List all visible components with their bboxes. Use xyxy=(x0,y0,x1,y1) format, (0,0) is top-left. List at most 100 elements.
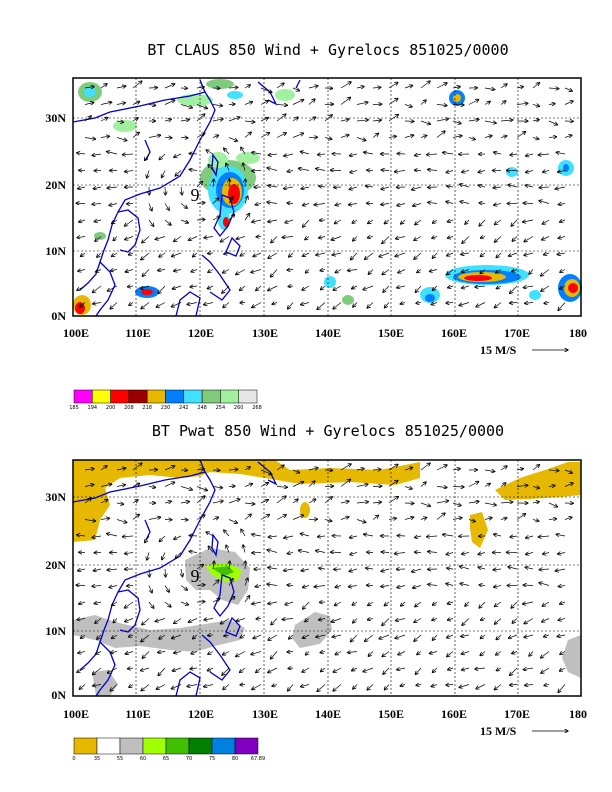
wind-arrow xyxy=(544,303,550,304)
wind-arrow xyxy=(79,220,86,222)
wind-arrow xyxy=(479,585,486,586)
wind-arrow xyxy=(158,270,166,271)
wind-arrow xyxy=(340,97,351,105)
wind-arrow xyxy=(367,684,374,691)
wind-arrow xyxy=(384,219,390,224)
wind-arrow xyxy=(204,237,214,238)
wind-arrow xyxy=(340,82,351,89)
wind-arrow xyxy=(132,118,138,121)
wind-arrow xyxy=(388,98,398,105)
wind-arrow xyxy=(142,236,150,243)
wind-arrow xyxy=(292,100,304,105)
wind-arrow xyxy=(349,536,358,538)
wind-arrow xyxy=(511,219,518,226)
wind-arrow xyxy=(367,302,374,309)
wind-arrow xyxy=(107,187,118,188)
wind-arrow xyxy=(412,568,422,572)
wind-arrow xyxy=(174,618,182,624)
wind-arrow xyxy=(494,618,502,625)
wind-arrow xyxy=(288,286,294,287)
wind-arrow xyxy=(100,484,112,487)
wind-arrow xyxy=(193,252,198,257)
wind-arrow xyxy=(428,202,438,203)
wind-arrow xyxy=(132,500,138,503)
wind-arrow xyxy=(127,204,134,205)
wind-arrow xyxy=(523,286,534,288)
wind-arrow xyxy=(462,553,470,555)
wind-arrow xyxy=(401,601,406,606)
wind-arrow xyxy=(539,583,550,586)
wind-arrow xyxy=(460,201,470,203)
wind-arrow xyxy=(253,252,262,257)
wind-arrow xyxy=(212,105,223,106)
wind-arrow xyxy=(292,88,300,91)
wind-arrow xyxy=(109,204,118,206)
map-claus: BT CLAUS 850 Wind + Gyrelocs 851025/0000 xyxy=(45,41,587,411)
wind-arrow xyxy=(524,635,534,637)
wind-arrow xyxy=(110,270,118,271)
wind-arrow xyxy=(462,618,470,626)
wind-arrow xyxy=(388,497,398,504)
wind-arrow xyxy=(236,651,246,657)
wind-arrow xyxy=(493,569,502,570)
wind-arrow xyxy=(319,186,326,187)
wind-arrow xyxy=(260,133,270,138)
wind-arrow xyxy=(416,685,422,686)
wind-arrow xyxy=(443,534,454,536)
wind-arrow xyxy=(524,618,534,624)
wind-arrow xyxy=(366,568,374,569)
wind-arrow xyxy=(452,121,461,124)
wind-arrow xyxy=(431,685,438,687)
wind-arrow xyxy=(84,485,94,487)
colorbar-label: 80 xyxy=(232,756,238,762)
wind-arrow xyxy=(193,634,198,639)
wind-arrow xyxy=(420,120,431,124)
wind-arrow xyxy=(548,104,555,105)
svg-text:10N: 10N xyxy=(45,624,66,638)
wind-arrow xyxy=(523,220,534,222)
wind-arrow xyxy=(368,219,374,224)
wind-arrow xyxy=(95,618,102,624)
wind-arrow xyxy=(510,685,518,686)
wind-arrow xyxy=(417,652,422,655)
wind-arrow xyxy=(180,502,189,504)
wind-arrow xyxy=(511,601,518,608)
wind-arrow xyxy=(212,517,219,519)
wind-arrow xyxy=(164,601,171,607)
wind-arrow xyxy=(122,536,134,537)
wind-arrow xyxy=(92,154,102,156)
wind-arrow xyxy=(548,502,558,507)
reference-vector: 15 M/S xyxy=(480,343,568,357)
wind-arrow xyxy=(301,303,310,305)
wind-arrow xyxy=(512,618,518,624)
wind-arrow xyxy=(84,498,91,504)
wind-arrow xyxy=(340,501,349,503)
wind-arrow xyxy=(384,601,390,606)
wind-arrow xyxy=(260,87,272,92)
wind-arrow xyxy=(228,87,238,88)
wind-arrow xyxy=(447,568,454,569)
wind-arrow xyxy=(301,685,310,687)
wind-arrow xyxy=(413,586,422,589)
wind-arrow xyxy=(159,634,166,639)
wind-arrow xyxy=(525,303,534,304)
wind-arrow xyxy=(308,99,315,105)
wind-arrow xyxy=(526,553,534,555)
wind-arrow xyxy=(484,483,490,486)
wind-arrow xyxy=(244,85,250,88)
wind-arrow xyxy=(548,88,559,89)
wind-arrow xyxy=(292,133,304,138)
wind-arrow xyxy=(142,618,150,625)
wind-arrow xyxy=(116,121,124,122)
wind-arrow xyxy=(404,85,413,88)
wind-arrow xyxy=(93,685,102,686)
wind-arrow xyxy=(432,220,438,223)
wind-arrow xyxy=(558,302,566,311)
wind-arrow xyxy=(334,219,342,224)
wind-arrow xyxy=(516,469,523,470)
wind-arrow xyxy=(436,105,447,106)
wind-arrow xyxy=(372,515,379,520)
wind-arrow xyxy=(158,285,166,294)
wind-arrow xyxy=(381,552,390,553)
wind-arrow xyxy=(116,485,125,487)
